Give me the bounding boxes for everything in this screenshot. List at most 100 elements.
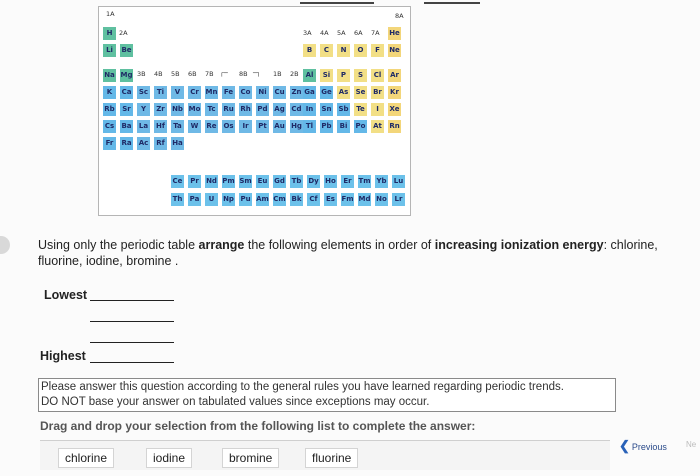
element-as: As [337,86,350,99]
choice-chlorine[interactable]: chlorine [58,448,115,468]
drag-instructions: Drag and drop your selection from the fo… [40,419,476,433]
element-cu: Cu [273,86,286,99]
element-li: Li [103,44,116,57]
group-label-8a: 8A [395,12,404,20]
element-fe: Fe [222,86,235,99]
element-pm: Pm [222,175,235,188]
group-label-7a: 7A [371,29,380,37]
element-xe: Xe [388,103,401,116]
element-rf: Rf [154,137,167,150]
element-p: P [337,69,350,82]
element-th: Th [171,193,184,206]
element-nb: Nb [171,103,184,116]
element-o: O [354,44,367,57]
group-label-6a: 6A [354,29,363,37]
element-w: W [188,120,201,133]
element-i: I [371,103,384,116]
element-ha: Ha [171,137,184,150]
element-pr: Pr [188,175,201,188]
element-lr: Lr [392,193,405,206]
element-cs: Cs [103,120,116,133]
answer-slot-4[interactable] [90,361,174,363]
group-label-2b: 2B [290,70,299,78]
element-eu: Eu [256,175,269,188]
element-nd: Nd [205,175,218,188]
answer-slot-1[interactable] [90,299,174,301]
element-la: La [137,120,150,133]
element-at: At [371,120,384,133]
element-ho: Ho [324,175,337,188]
group-label-2a: 2A [119,29,128,37]
element-sr: Sr [120,103,133,116]
element-br: Br [371,86,384,99]
next-button[interactable]: Ne [686,440,697,449]
element-cf: Cf [307,193,320,206]
question-property: increasing ionization energy [434,238,604,252]
element-cm: Cm [273,193,286,206]
element-fm: Fm [341,193,354,206]
element-k: K [103,86,116,99]
element-be: Be [120,44,133,57]
element-tc: Tc [205,103,218,116]
element-lu: Lu [392,175,405,188]
element-es: Es [324,193,337,206]
chevron-left-icon: ❮ [619,438,630,453]
element-hg: Hg [290,120,303,133]
element-mn: Mn [205,86,218,99]
question-elements: : chlorine, fluorine, iodine, bromine [38,238,658,268]
element-u: U [205,193,218,206]
element-ge: Ge [320,86,333,99]
question-prompt: Using only the periodic table arrange th… [38,237,693,269]
element-ba: Ba [120,120,133,133]
element-si: Si [320,69,333,82]
collapse-handle[interactable] [0,236,10,254]
element-ir: Ir [239,120,252,133]
header-tabs [300,0,540,6]
group-bracket-right: ─┐ [253,69,261,77]
element-mo: Mo [188,103,201,116]
element-n: N [337,44,350,57]
element-mg: Mg [120,69,133,82]
element-tb: Tb [290,175,303,188]
tab-review-topics[interactable] [300,0,374,4]
element-ru: Ru [222,103,235,116]
element-co: Co [239,86,252,99]
element-er: Er [341,175,354,188]
choice-fluorine[interactable]: fluorine [305,448,359,468]
answer-slot-2[interactable] [90,320,174,322]
group-label-3b: 3B [137,70,146,78]
element-sn: Sn [320,103,333,116]
previous-button[interactable]: ❮ Previous [619,438,667,454]
tab-references[interactable] [424,0,480,4]
choice-iodine[interactable]: iodine [146,448,193,468]
element-gd: Gd [273,175,286,188]
element-ce: Ce [171,175,184,188]
element-rb: Rb [103,103,116,116]
group-label-3a: 3A [303,29,312,37]
element-pa: Pa [188,193,201,206]
element-zr: Zr [154,103,167,116]
question-verb: arrange [198,238,245,252]
element-h: H [103,27,116,40]
element-am: Am [256,193,269,206]
element-ta: Ta [171,120,184,133]
element-re: Re [205,120,218,133]
group-label-4a: 4A [320,29,329,37]
element-s: S [354,69,367,82]
element-pt: Pt [256,120,269,133]
element-yb: Yb [375,175,388,188]
group-label-4b: 4B [154,70,163,78]
element-no: No [375,193,388,206]
element-sm: Sm [239,175,252,188]
element-v: V [171,86,184,99]
highest-label: Highest [40,349,86,363]
element-md: Md [358,193,371,206]
answer-slot-3[interactable] [90,341,174,343]
element-na: Na [103,69,116,82]
note-line-1: Please answer this question according to… [41,381,564,393]
element-kr: Kr [388,86,401,99]
question-text-c: the following elements in order of [244,238,435,252]
choice-bromine[interactable]: bromine [222,448,280,468]
element-in: In [303,103,316,116]
element-tl: Tl [303,120,316,133]
